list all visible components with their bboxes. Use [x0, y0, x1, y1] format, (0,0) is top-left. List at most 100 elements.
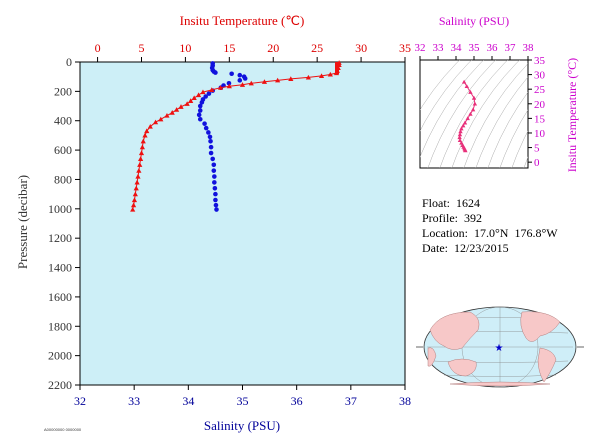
bottom-tick-label: 32 — [74, 394, 86, 408]
salinity-point — [197, 116, 203, 122]
temperature-point — [318, 73, 325, 79]
inset-right-tick-label: 15 — [534, 113, 546, 125]
inset-ts-point — [463, 148, 468, 153]
salinity-point — [212, 180, 217, 185]
top-tick-label: 20 — [267, 41, 279, 55]
left-tick-label: 1200 — [48, 231, 72, 245]
profile-info: Profile: 392 — [422, 211, 482, 226]
temperature-point — [226, 83, 232, 89]
inset-temperature-axis: 0 5 10 15 20 25 30 35 — [528, 55, 546, 169]
footer-note: A00000000 0000000 — [44, 427, 82, 432]
salinity-point — [213, 70, 218, 75]
location-info: Location: 17.0°N 176.8°W — [422, 226, 558, 241]
salinity-point — [197, 108, 203, 113]
inset-ts-point — [464, 84, 469, 89]
salinity-point — [242, 76, 248, 81]
inset-top-tick-label: 38 — [523, 42, 535, 54]
temperature-point — [305, 74, 311, 80]
inset-ts-point — [468, 89, 473, 94]
salinity-point — [208, 150, 214, 156]
top-tick-label: 5 — [138, 41, 144, 55]
temperature-point — [200, 89, 206, 95]
temperature-point — [130, 206, 136, 212]
bottom-salinity-axis: 32 33 34 35 36 37 38 — [74, 385, 411, 408]
salinity-point — [214, 207, 219, 212]
inset-density-contours — [420, 60, 528, 168]
salinity-point — [202, 121, 207, 126]
temperature-point — [217, 85, 224, 90]
left-tick-label: 1400 — [48, 261, 72, 275]
salinity-point — [237, 72, 243, 78]
top-tick-label: 30 — [355, 41, 367, 55]
inset-ts-point — [470, 107, 476, 112]
world-map: ★ — [416, 306, 584, 388]
density-contour — [511, 130, 528, 168]
salinity-point — [210, 156, 216, 162]
inset-ts-point — [458, 129, 463, 134]
left-tick-label: 400 — [54, 114, 72, 128]
density-contour — [487, 91, 528, 168]
top-tick-label: 35 — [399, 41, 411, 55]
left-tick-label: 600 — [54, 143, 72, 157]
temperature-point — [147, 124, 153, 129]
temperature-point — [275, 77, 281, 83]
inset-ts-plot-area — [419, 59, 529, 169]
density-contour — [427, 60, 496, 168]
inset-right-tick-label: 35 — [534, 55, 546, 67]
inset-ts-point — [465, 116, 470, 121]
temperature-point — [139, 144, 145, 150]
temperature-point — [144, 128, 150, 134]
salinity-point — [206, 130, 211, 135]
temperature-point — [138, 156, 144, 161]
bottom-tick-label: 36 — [291, 394, 303, 408]
temperature-point — [169, 110, 175, 115]
date-info: Date: 12/23/2015 — [422, 241, 509, 256]
temperature-point — [158, 116, 164, 122]
top-tick-label: 25 — [311, 41, 323, 55]
salinity-point — [208, 138, 213, 144]
inset-ts-point — [459, 126, 464, 131]
density-contour — [499, 109, 528, 168]
temperature-point — [138, 150, 145, 156]
left-tick-label: 0 — [66, 55, 72, 69]
top-tick-label: 10 — [179, 41, 191, 55]
salinity-point — [213, 191, 218, 197]
inset-ts-point — [462, 120, 468, 125]
inset-top-axis-label: Salinity (PSU) — [439, 14, 509, 28]
inset-right-tick-label: 5 — [534, 143, 540, 155]
date-value: 12/23/2015 — [454, 241, 509, 255]
temperature-point — [178, 104, 184, 109]
temperature-point — [136, 168, 142, 173]
inset-ts-point — [461, 79, 467, 84]
left-tick-label: 800 — [54, 172, 72, 186]
salinity-point — [237, 78, 243, 83]
inset-right-tick-label: 10 — [534, 128, 546, 140]
africa-land — [427, 347, 437, 367]
main-plot-area — [79, 61, 406, 386]
density-contour — [451, 60, 520, 168]
density-contour — [463, 63, 528, 168]
temperature-point — [195, 92, 202, 98]
bottom-axis-label: Salinity (PSU) — [204, 418, 280, 433]
inset-ts-series — [457, 79, 478, 153]
left-axis-label: Pressure (decibar) — [15, 175, 30, 269]
salinity-point — [211, 168, 217, 173]
temperature-point — [142, 132, 148, 138]
density-contour — [475, 76, 528, 168]
inset-right-tick-label: 20 — [534, 99, 546, 111]
inset-ts-point — [457, 132, 463, 137]
top-tick-label: 0 — [95, 41, 101, 55]
bottom-tick-label: 34 — [182, 394, 194, 408]
temperature-point — [209, 87, 215, 92]
top-axis-label: Insitu Temperature (℃) — [180, 13, 305, 28]
temperature-point — [135, 173, 141, 179]
left-tick-label: 200 — [54, 84, 72, 98]
temperature-point — [140, 138, 146, 144]
salinity-point — [211, 162, 217, 168]
inset-ts-point — [471, 95, 477, 100]
temperature-point — [248, 80, 254, 86]
temperature-point — [191, 95, 197, 101]
left-tick-label: 1000 — [48, 202, 72, 216]
temperature-point — [132, 191, 138, 197]
